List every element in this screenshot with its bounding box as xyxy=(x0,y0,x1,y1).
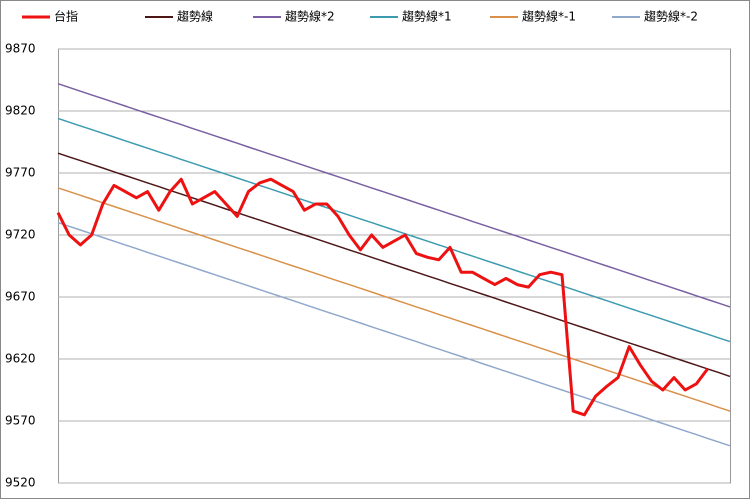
y-tick-label: 9520 xyxy=(5,476,36,490)
y-tick-label: 9670 xyxy=(5,290,36,304)
series-line xyxy=(57,82,731,308)
y-tick-label: 9620 xyxy=(5,352,36,366)
y-tick-label: 9870 xyxy=(5,42,36,56)
series-line xyxy=(57,221,731,447)
legend-label: 趨勢線*1 xyxy=(402,9,452,24)
y-tick-label: 9770 xyxy=(5,166,36,180)
series-line xyxy=(57,117,731,343)
series-line xyxy=(56,177,709,417)
legend-label: 台指 xyxy=(54,9,78,24)
legend-label: 趨勢線*2 xyxy=(285,9,335,24)
y-tick-label: 9820 xyxy=(5,104,36,118)
legend-label: 趨勢線*-1 xyxy=(522,9,576,24)
legend-label: 趨勢線*-2 xyxy=(644,9,698,24)
legend-label: 趨勢線 xyxy=(177,9,213,24)
y-tick-label: 9720 xyxy=(5,228,36,242)
y-tick-label: 9570 xyxy=(5,414,36,428)
